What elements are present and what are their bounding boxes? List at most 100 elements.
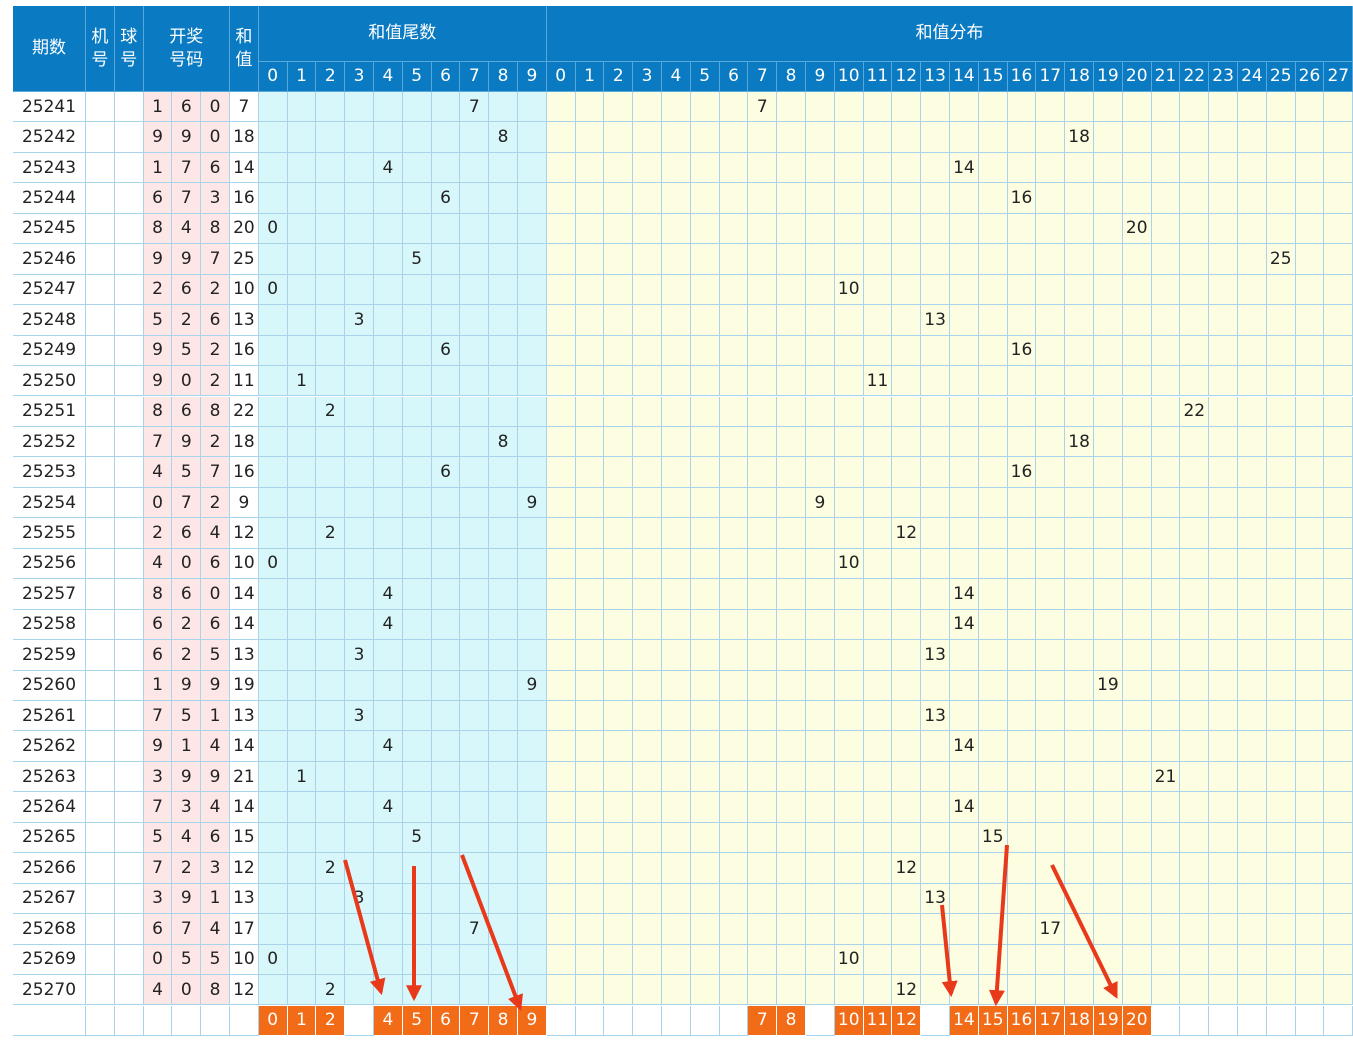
distribution-cell	[662, 914, 691, 945]
number-cell: 9	[143, 244, 173, 275]
period-cell: 25266	[13, 853, 86, 884]
distribution-cell	[662, 122, 691, 153]
distribution-cell	[633, 426, 662, 458]
summary-empty	[1209, 1005, 1238, 1036]
tail-cell	[258, 335, 288, 367]
distribution-cell	[978, 883, 1008, 915]
summary-tail: 1	[287, 1005, 317, 1036]
distribution-cell	[719, 640, 749, 671]
tail-cell	[287, 792, 317, 823]
distribution-cell	[1180, 609, 1210, 641]
distribution-cell	[748, 670, 778, 701]
distribution-cell	[1238, 487, 1267, 519]
distribution-cell	[1238, 822, 1267, 854]
distribution-cell	[806, 579, 835, 610]
ball-cell	[114, 822, 144, 854]
distribution-cell	[1266, 152, 1296, 184]
tail-cell: 3	[345, 883, 374, 915]
number-cell: 5	[172, 335, 202, 367]
distribution-cell	[892, 396, 922, 427]
distribution-cell	[1209, 213, 1238, 245]
period-cell: 25259	[13, 640, 86, 671]
distribution-cell	[748, 883, 778, 915]
distribution-cell	[633, 579, 662, 610]
distribution-cell	[719, 822, 749, 854]
distribution-cell	[1151, 396, 1181, 427]
distribution-cell	[1065, 822, 1094, 854]
number-cell: 2	[143, 274, 173, 306]
distribution-cell	[1122, 426, 1152, 458]
tail-cell	[431, 548, 461, 580]
distribution-cell	[1209, 244, 1238, 275]
distribution-cell	[777, 944, 806, 976]
distribution-cell	[863, 487, 893, 519]
distribution-cell	[690, 518, 720, 549]
tail-cell	[287, 213, 317, 245]
number-cell: 8	[201, 213, 230, 245]
summary-tail: 6	[431, 1005, 461, 1036]
distribution-cell	[1180, 518, 1210, 549]
distribution-cell	[719, 701, 749, 732]
tail-cell	[402, 914, 432, 945]
distribution-cell	[575, 944, 605, 976]
tail-cell	[460, 792, 490, 823]
machine-cell	[86, 487, 115, 519]
distribution-cell	[950, 274, 979, 306]
distribution-cell	[748, 548, 778, 580]
distribution-cell	[777, 822, 806, 854]
distribution-cell	[806, 366, 835, 397]
distribution-cell	[1295, 701, 1325, 732]
distribution-cell	[921, 366, 950, 397]
distribution-cell	[604, 822, 634, 854]
distribution-cell	[1209, 579, 1238, 610]
machine-cell	[86, 518, 115, 549]
summary-sum: 18	[1065, 1005, 1094, 1036]
distribution-cell	[806, 822, 835, 854]
distribution-cell	[1238, 701, 1267, 732]
distribution-cell	[1007, 853, 1037, 884]
tail-cell	[316, 609, 346, 641]
tail-cell	[489, 731, 518, 762]
tail-cell	[518, 92, 547, 123]
distribution-cell	[950, 305, 979, 336]
tail-cell	[374, 335, 403, 367]
distribution-cell	[1295, 853, 1325, 884]
distribution-cell	[863, 761, 893, 793]
tail-cell: 3	[345, 305, 374, 336]
summary-sum: 20	[1122, 1005, 1152, 1036]
tail-cell: 6	[431, 457, 461, 488]
distribution-cell	[1007, 92, 1037, 123]
distribution-cell	[662, 822, 691, 854]
tail-cell	[316, 92, 346, 123]
distribution-cell	[1036, 548, 1066, 580]
tail-cell	[316, 213, 346, 245]
distribution-cell	[1036, 792, 1066, 823]
distribution-cell	[604, 975, 634, 1006]
distribution-cell	[748, 305, 778, 336]
tail-cell	[489, 518, 518, 549]
tail-cell	[402, 731, 432, 762]
number-cell: 9	[172, 883, 202, 915]
distribution-cell	[1122, 396, 1152, 427]
distribution-cell	[978, 914, 1008, 945]
tail-cell	[316, 366, 346, 397]
machine-cell	[86, 305, 115, 336]
tail-cell	[316, 761, 346, 793]
distribution-cell	[950, 396, 979, 427]
distribution-cell	[892, 944, 922, 976]
distribution-cell	[950, 701, 979, 732]
distribution-cell	[748, 609, 778, 641]
distribution-cell	[1036, 426, 1066, 458]
distribution-cell	[1266, 822, 1296, 854]
distribution-cell	[1295, 822, 1325, 854]
sum-cell: 10	[230, 274, 259, 306]
tail-cell	[402, 213, 432, 245]
distribution-cell	[921, 609, 950, 641]
number-cell: 7	[143, 426, 173, 458]
distribution-cell	[834, 457, 864, 488]
machine-cell	[86, 548, 115, 580]
summary-tail: 9	[518, 1005, 547, 1036]
distribution-cell	[1007, 731, 1037, 762]
sum-cell: 20	[230, 213, 259, 245]
